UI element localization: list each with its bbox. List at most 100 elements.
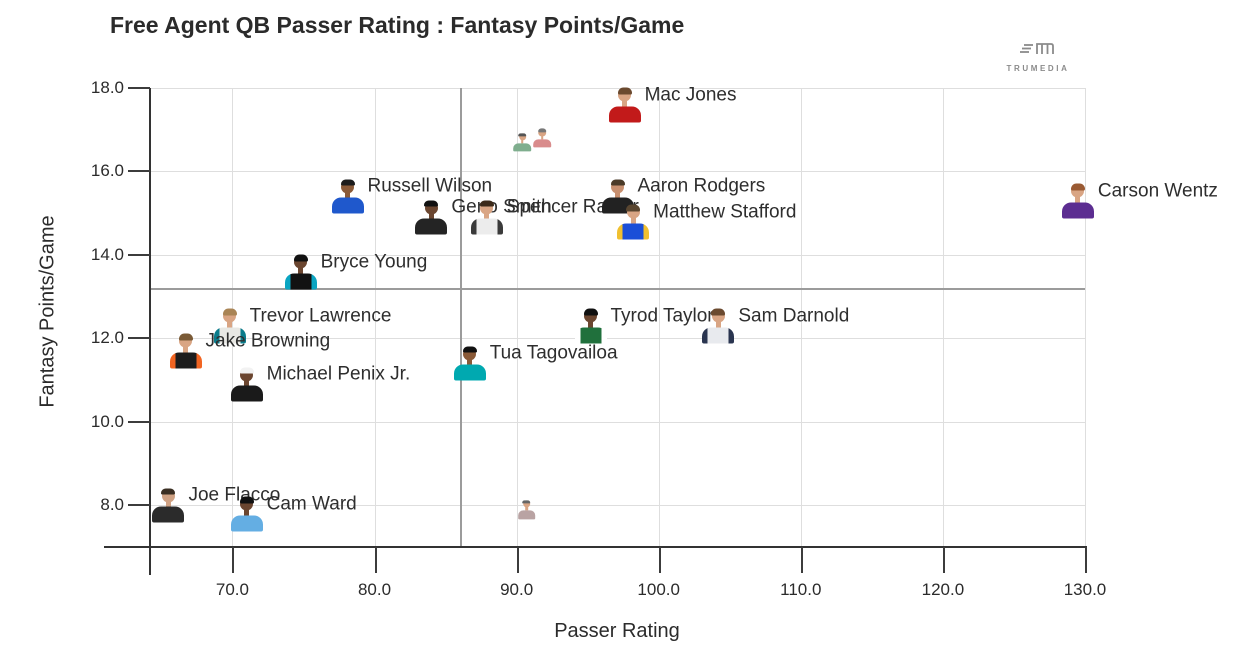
y-tick-label[interactable]: 8.0 bbox=[100, 495, 124, 515]
player-jersey bbox=[513, 143, 532, 152]
player-neck bbox=[615, 190, 620, 199]
player-jersey bbox=[702, 327, 735, 344]
player-avatar bbox=[230, 367, 263, 402]
player-point[interactable]: Russell Wilson bbox=[331, 176, 492, 214]
player-jersey bbox=[284, 273, 317, 290]
x-tick bbox=[800, 547, 803, 573]
player-label: Jake Browning bbox=[205, 330, 331, 352]
player-label: Bryce Young bbox=[320, 251, 428, 273]
player-avatar bbox=[517, 500, 536, 520]
x-gridline bbox=[516, 88, 518, 547]
y-axis-title: Fantasy Points/Game bbox=[36, 215, 59, 408]
player-jersey bbox=[213, 327, 246, 344]
player-label: Aaron Rodgers bbox=[637, 175, 766, 197]
player-hair bbox=[1070, 183, 1085, 191]
player-hair bbox=[222, 308, 237, 316]
player-neck bbox=[1075, 195, 1081, 204]
reference-line-y bbox=[150, 288, 1085, 291]
plot-border-right bbox=[1085, 88, 1086, 547]
player-point[interactable] bbox=[513, 132, 532, 152]
x-tick-label[interactable]: 120.0 bbox=[921, 580, 965, 599]
x-axis-title: Passer Rating bbox=[554, 620, 680, 642]
x-tick-label[interactable]: 70.0 bbox=[215, 580, 249, 599]
player-point[interactable]: Aaron Rodgers bbox=[601, 176, 765, 214]
player-avatar bbox=[617, 204, 650, 240]
player-point[interactable] bbox=[517, 500, 536, 520]
player-neck bbox=[525, 506, 528, 511]
player-avatar bbox=[1061, 183, 1094, 219]
player-point[interactable]: Michael Penix Jr. bbox=[230, 364, 410, 402]
player-point[interactable]: Joe Flacco bbox=[152, 485, 280, 523]
plot-border-top bbox=[150, 88, 1085, 89]
y-tick-label[interactable]: 16.0 bbox=[90, 161, 124, 181]
player-jersey bbox=[601, 197, 634, 214]
y-tick bbox=[128, 253, 150, 256]
player-neck bbox=[183, 345, 189, 354]
x-tick-label[interactable]: 130.0 bbox=[1063, 580, 1107, 599]
player-label: Tyrod Taylor bbox=[610, 305, 714, 327]
player-hair bbox=[239, 496, 254, 504]
x-gridline bbox=[374, 88, 376, 547]
player-jersey bbox=[470, 218, 503, 235]
player-point[interactable]: Tua Tagovailoa bbox=[453, 343, 618, 381]
player-neck bbox=[227, 320, 233, 329]
player-point[interactable]: Sam Darnold bbox=[702, 305, 849, 344]
player-hair bbox=[626, 204, 641, 212]
player-point[interactable]: Jake Browning bbox=[169, 330, 330, 369]
player-avatar bbox=[152, 488, 185, 523]
y-tick-label[interactable]: 18.0 bbox=[90, 78, 124, 97]
player-point[interactable]: Tyrod Taylor bbox=[574, 305, 714, 344]
player-neck bbox=[345, 190, 350, 199]
player-point[interactable]: Spencer Rattler bbox=[470, 197, 639, 235]
x-tick-label[interactable]: 100.0 bbox=[637, 580, 680, 599]
player-neck bbox=[715, 320, 721, 329]
player-neck bbox=[588, 320, 593, 329]
player-point[interactable]: Matthew Stafford bbox=[617, 201, 796, 240]
x-tick-label[interactable]: 90.0 bbox=[500, 580, 534, 599]
player-label: Tua Tagovailoa bbox=[489, 342, 618, 364]
player-neck bbox=[244, 508, 250, 517]
x-tick bbox=[516, 547, 519, 573]
player-avatar bbox=[470, 200, 503, 235]
player-jersey bbox=[453, 364, 486, 381]
y-tick-label[interactable]: 10.0 bbox=[90, 411, 124, 431]
y-tick-label[interactable]: 12.0 bbox=[90, 328, 124, 348]
player-neck bbox=[467, 357, 473, 366]
trumedia-logo-text: TRUMEDIA bbox=[1006, 64, 1070, 73]
player-jersey bbox=[415, 218, 448, 235]
player-point[interactable]: Geno Smith bbox=[415, 197, 552, 235]
player-point[interactable]: Bryce Young bbox=[284, 251, 427, 290]
x-tick-label[interactable]: 80.0 bbox=[357, 580, 392, 599]
x-gridline bbox=[658, 88, 660, 547]
x-tick bbox=[942, 547, 945, 573]
player-neck bbox=[520, 139, 524, 144]
player-hair bbox=[239, 367, 254, 374]
player-point[interactable]: Carson Wentz bbox=[1061, 180, 1218, 219]
player-point[interactable]: Mac Jones bbox=[608, 84, 736, 123]
player-jersey bbox=[331, 197, 364, 214]
player-hair bbox=[711, 308, 726, 316]
player-neck bbox=[244, 378, 250, 387]
player-hair bbox=[518, 132, 527, 137]
player-jersey bbox=[152, 506, 185, 523]
player-label: Trevor Lawrence bbox=[249, 305, 392, 327]
player-hair bbox=[340, 179, 355, 186]
player-neck bbox=[428, 211, 434, 220]
x-tick-label[interactable]: 110.0 bbox=[780, 580, 822, 599]
player-jersey bbox=[230, 385, 263, 402]
player-avatar bbox=[574, 308, 607, 344]
y-tick-label[interactable]: 14.0 bbox=[90, 244, 124, 264]
player-avatar bbox=[230, 496, 263, 532]
player-label: Joe Flacco bbox=[188, 484, 281, 506]
player-avatar bbox=[213, 308, 246, 344]
player-point[interactable] bbox=[533, 128, 551, 148]
player-jersey bbox=[169, 352, 202, 369]
player-jersey bbox=[517, 510, 536, 520]
player-point[interactable]: Trevor Lawrence bbox=[213, 305, 391, 344]
player-point[interactable]: Cam Ward bbox=[230, 493, 357, 532]
y-tick bbox=[128, 504, 150, 507]
player-avatar bbox=[169, 333, 202, 369]
reference-line-x bbox=[459, 88, 462, 547]
player-hair bbox=[522, 500, 531, 504]
player-neck bbox=[630, 216, 636, 225]
